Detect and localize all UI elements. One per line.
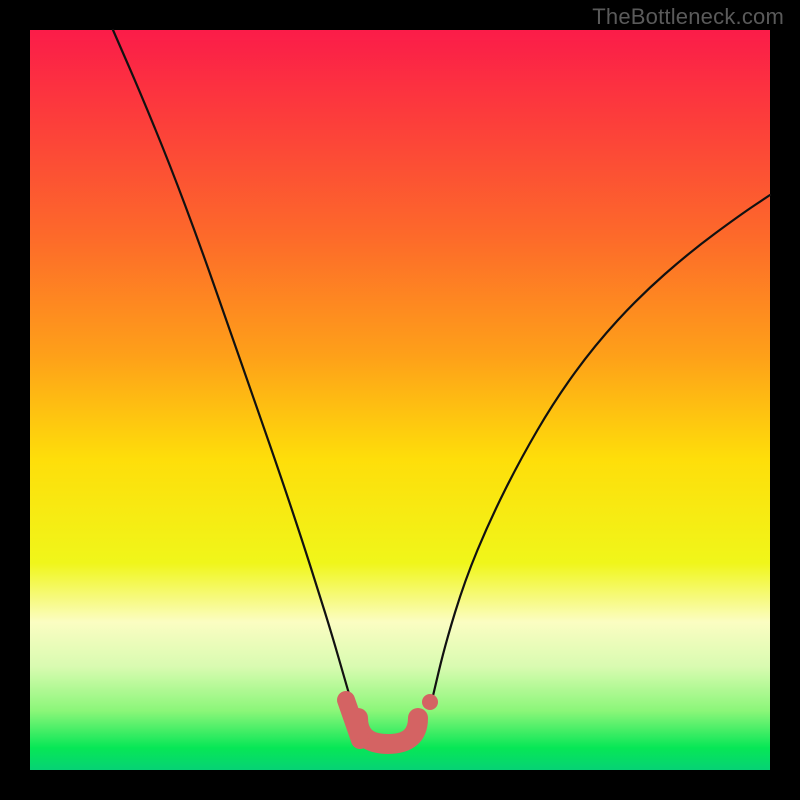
- chart-svg: [0, 0, 800, 800]
- gradient-plot-area: [30, 30, 770, 770]
- marker-right-dot: [422, 694, 438, 710]
- chart-container: TheBottleneck.com: [0, 0, 800, 800]
- watermark-text: TheBottleneck.com: [592, 4, 784, 30]
